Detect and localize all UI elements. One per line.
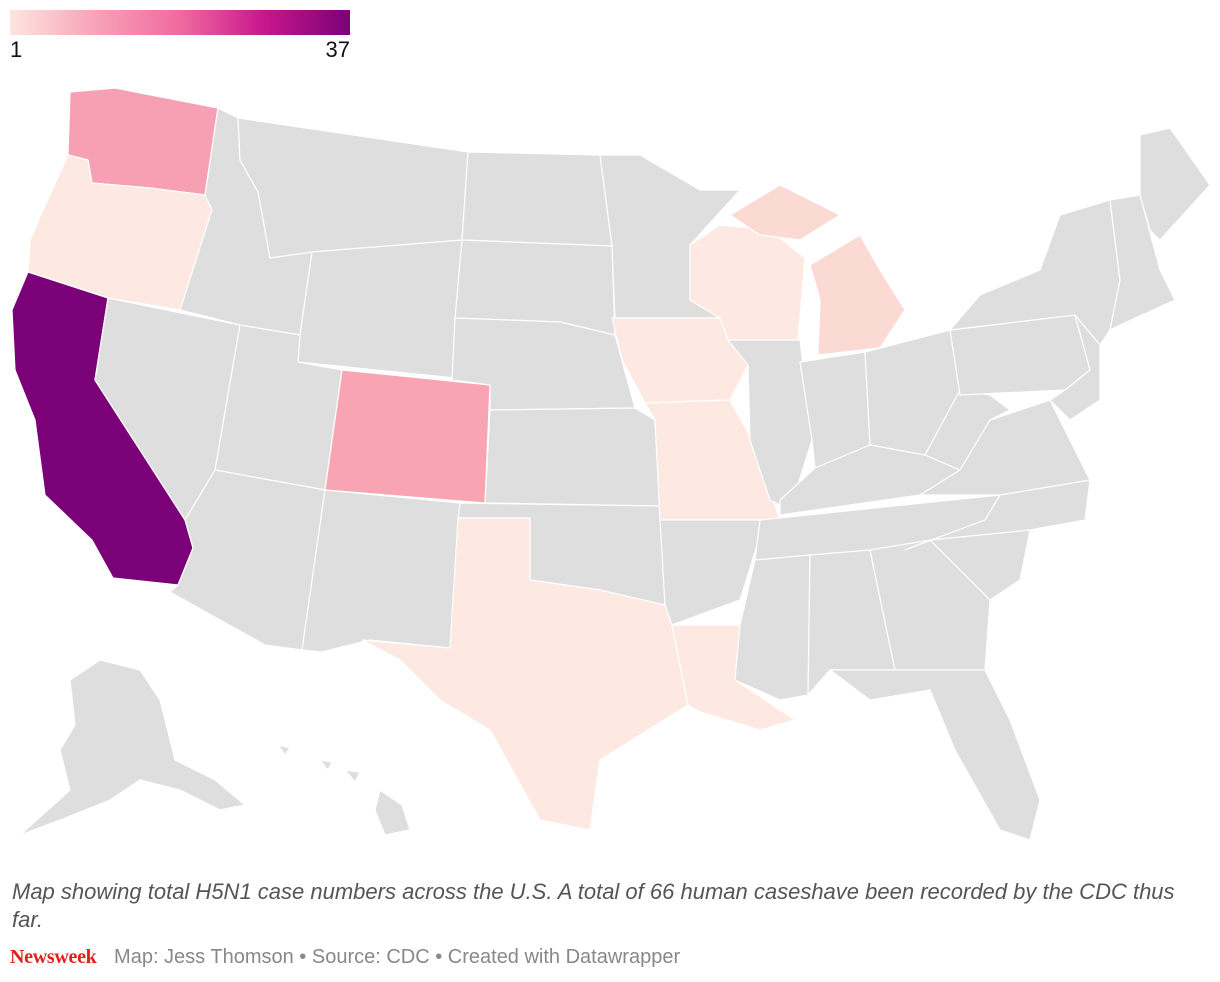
- state-georgia[interactable]: [869, 539, 991, 671]
- state-new-mexico[interactable]: [301, 489, 461, 653]
- state-hawaii[interactable]: [277, 744, 411, 836]
- legend-gradient-bar: [10, 10, 350, 35]
- legend-labels: 1 37: [10, 35, 350, 62]
- legend-max-label: 37: [325, 37, 350, 62]
- state-north-carolina[interactable]: [904, 479, 1091, 551]
- legend-min-label: 1: [10, 37, 23, 62]
- state-arkansas[interactable]: [659, 519, 766, 626]
- state-alaska[interactable]: [19, 659, 246, 836]
- state-wyoming[interactable]: [297, 239, 463, 379]
- state-maine[interactable]: [1139, 127, 1211, 241]
- state-florida[interactable]: [829, 669, 1041, 841]
- footer-credits: Newsweek Map: Jess Thomson • Source: CDC…: [10, 946, 680, 969]
- credits-text: Map: Jess Thomson • Source: CDC • Create…: [114, 946, 681, 968]
- state-kansas[interactable]: [484, 407, 661, 507]
- newsweek-logo: Newsweek: [10, 946, 97, 968]
- color-legend: 1 37: [10, 10, 350, 62]
- state-michigan[interactable]: [729, 184, 906, 356]
- state-mid-atlantic[interactable]: [1049, 314, 1101, 421]
- us-choropleth-map: [11, 87, 1211, 841]
- map-caption: Map showing total H5N1 case numbers acro…: [12, 879, 1175, 932]
- state-colorado[interactable]: [324, 369, 491, 504]
- state-north-dakota[interactable]: [461, 151, 613, 247]
- state-montana[interactable]: [237, 117, 469, 259]
- state-texas[interactable]: [361, 517, 689, 831]
